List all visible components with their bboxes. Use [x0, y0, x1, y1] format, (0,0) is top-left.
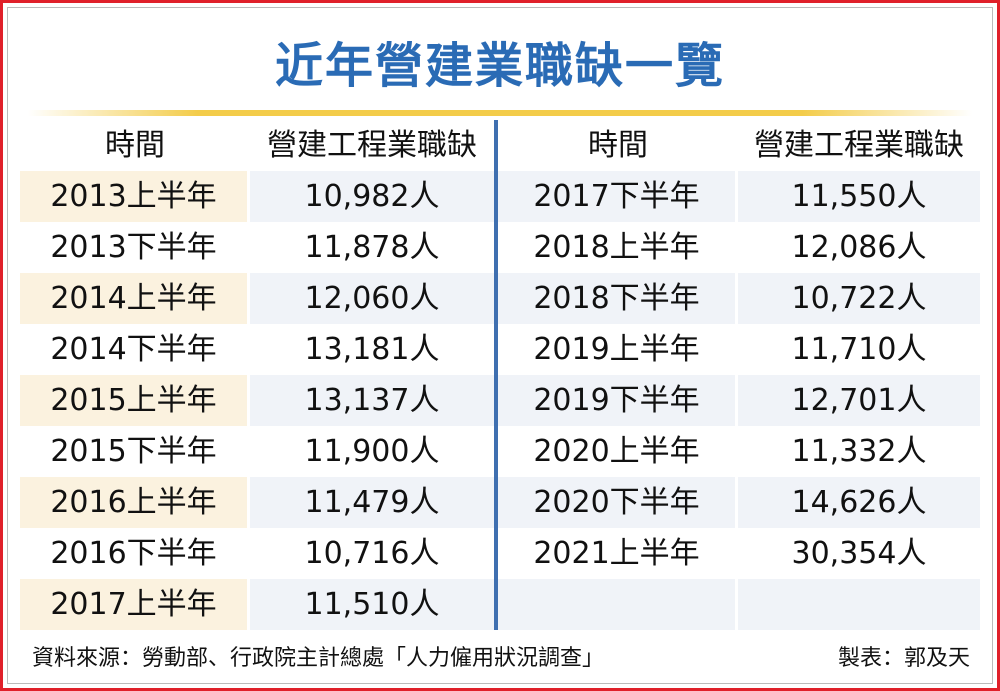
table-cell-vacancies: 13,137人 [250, 375, 494, 426]
table-cell-vacancies: 10,716人 [304, 536, 440, 571]
table-cell-time: 2016上半年 [20, 477, 247, 528]
table-cell-vacancies: 11,479人 [250, 477, 494, 528]
table-cell-time: 2017上半年 [20, 579, 247, 630]
title-underline [28, 110, 972, 116]
table-cell-time: 2015上半年 [20, 375, 247, 426]
header-time-left: 時間 [20, 120, 250, 171]
table-cell-vacancies: 12,701人 [738, 375, 980, 426]
table-cell-time: 2020上半年 [533, 434, 700, 469]
table-cell-vacancies: 11,550人 [738, 171, 980, 222]
table-cell-vacancies: 11,332人 [791, 434, 927, 469]
column-divider [494, 120, 498, 630]
table-cell-vacancies: 11,900人 [304, 434, 440, 469]
table-cell-time: 2015下半年 [50, 434, 217, 469]
table-cell-time [498, 579, 735, 630]
table-cell-time: 2019上半年 [533, 332, 700, 367]
table-cell-vacancies: 13,181人 [304, 332, 440, 367]
table-cell-vacancies: 11,710人 [791, 332, 927, 367]
vacancy-table: 時間 營建工程業職缺 時間 營建工程業職缺 2013上半年 10,982人 2017… [20, 120, 980, 630]
table-cell-time: 2020下半年 [498, 477, 735, 528]
table-cell-time: 2018上半年 [533, 230, 700, 265]
table-cell-vacancies: 11,878人 [304, 230, 440, 265]
table-cell-vacancies: 12,086人 [791, 230, 927, 265]
header-vacancies-right: 營建工程業職缺 [738, 120, 980, 171]
chart-title: 近年營建業職缺一覽 [274, 38, 725, 94]
table-cell-vacancies: 30,354人 [791, 536, 927, 571]
table-cell-vacancies: 10,982人 [250, 171, 494, 222]
header-vacancies-left: 營建工程業職缺 [250, 120, 494, 171]
table-cell-vacancies: 14,626人 [738, 477, 980, 528]
header-time-right: 時間 [498, 120, 738, 171]
credit-note: 製表：郭及天 [837, 646, 970, 671]
table-cell-time: 2017下半年 [498, 171, 735, 222]
table-cell-time: 2013上半年 [20, 171, 247, 222]
source-note: 資料來源：勞動部、行政院主計總處「人力僱用狀況調查」 [32, 646, 605, 671]
table-cell-vacancies: 12,060人 [250, 273, 494, 324]
table-cell-time: 2013下半年 [50, 230, 217, 265]
table-cell-time: 2016下半年 [50, 536, 217, 571]
inner-frame [7, 7, 993, 684]
table-cell-time: 2018下半年 [498, 273, 735, 324]
table-cell-time: 2019下半年 [498, 375, 735, 426]
table-cell-time: 2014上半年 [20, 273, 247, 324]
table-cell-vacancies: 11,510人 [250, 579, 494, 630]
table-cell-time: 2021上半年 [533, 536, 700, 571]
table-cell-vacancies [738, 579, 980, 630]
table-cell-vacancies: 10,722人 [738, 273, 980, 324]
table-cell-time: 2014下半年 [50, 332, 217, 367]
